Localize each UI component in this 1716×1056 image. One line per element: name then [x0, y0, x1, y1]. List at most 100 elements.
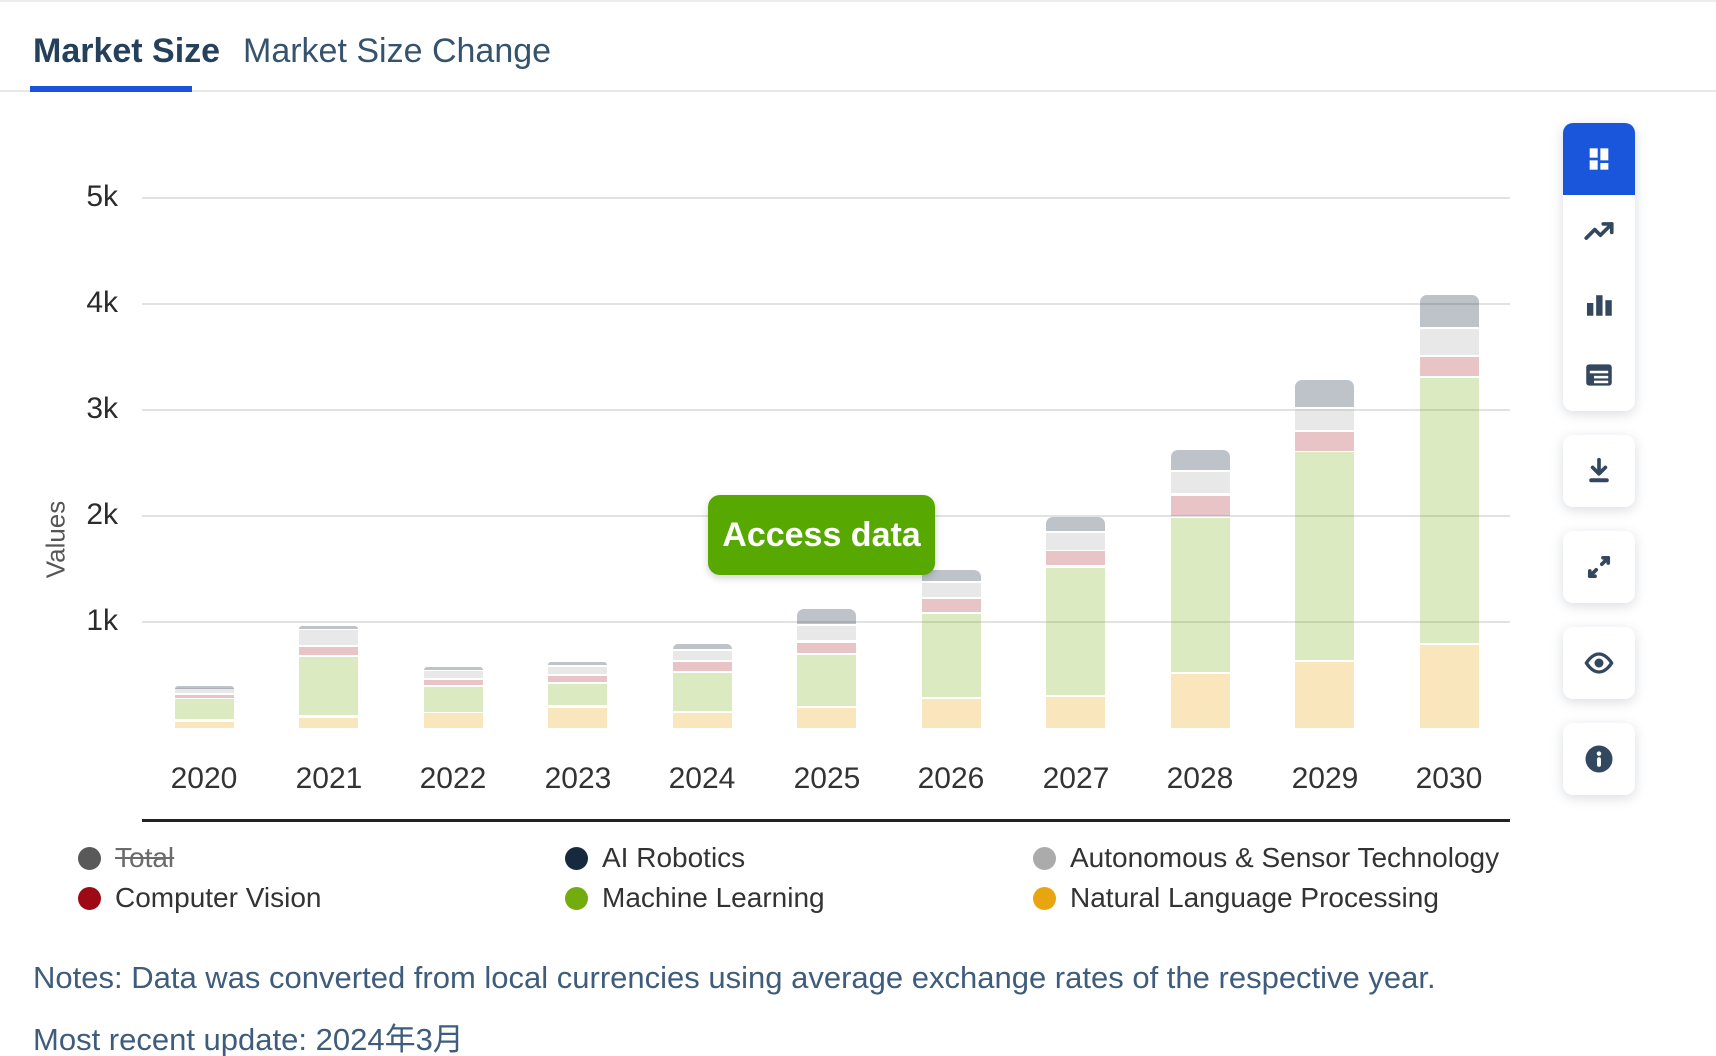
y-tick-label: 5k [86, 180, 118, 213]
legend-item-machine-learning[interactable]: Machine Learning [565, 882, 1033, 914]
bar-segment [797, 609, 856, 624]
info-button[interactable] [1563, 723, 1635, 795]
bar-segment [1046, 533, 1105, 550]
bar-segment [1171, 472, 1230, 493]
y-tick-label: 2k [86, 498, 118, 531]
x-tick-label: 2021 [295, 762, 363, 795]
legend-label: Total [115, 842, 175, 873]
bar-segment [424, 671, 483, 678]
bar-segment [299, 630, 358, 645]
notes-line-1: Notes: Data was converted from local cur… [33, 960, 1436, 995]
legend-item-total[interactable]: Total [78, 842, 565, 874]
bar-segment [673, 651, 732, 660]
legend-item-natural-language-processing[interactable]: Natural Language Processing [1033, 882, 1558, 914]
bar-segment [175, 722, 234, 728]
bar-segment [1171, 496, 1230, 516]
legend-item-ai-robotics[interactable]: AI Robotics [565, 842, 1033, 874]
legend-item-autonomous-sensor-technology[interactable]: Autonomous & Sensor Technology [1033, 842, 1558, 874]
x-tick-label: 2024 [668, 762, 736, 795]
bar-segment [797, 626, 856, 640]
bar-segment [1420, 645, 1479, 728]
bar-segment [548, 667, 607, 674]
bar-segment [673, 662, 732, 671]
overview-grid-icon [1589, 148, 1609, 170]
bar-segment [673, 644, 732, 649]
bar-segment [1046, 517, 1105, 531]
legend-label: Autonomous & Sensor Technology [1070, 842, 1500, 873]
overview-grid-button[interactable] [1563, 123, 1635, 195]
gridline [142, 197, 1510, 199]
gridline [142, 621, 1510, 623]
plot-area: Values 1k 2k 3k 4k 5k 2020 2021 2022 2023 2024 202… [0, 92, 1716, 822]
bar-segment [797, 708, 856, 728]
legend-label: Computer Vision [115, 882, 322, 913]
x-tick-label: 2025 [793, 762, 861, 795]
legend-dot [78, 886, 101, 910]
expand-icon [1587, 555, 1611, 579]
bar-segment [175, 688, 234, 693]
bar-segment [299, 626, 358, 629]
bar-segment [1420, 378, 1479, 643]
bar-segment [548, 676, 607, 682]
bar-segment [1046, 568, 1105, 695]
bar-segment [548, 708, 607, 728]
x-tick-label: 2028 [1166, 762, 1234, 795]
bar-segment [1171, 450, 1230, 470]
bar-chart-button[interactable] [1563, 267, 1635, 339]
gridline [142, 409, 1510, 411]
tab-market-size-change[interactable]: Market Size Change [243, 32, 552, 70]
download-button[interactable] [1563, 435, 1635, 507]
legend-dot [1033, 886, 1056, 910]
bar-segment [1420, 295, 1479, 327]
hide-eye-button[interactable] [1563, 627, 1635, 699]
eye-icon [1584, 652, 1614, 674]
x-tick-label: 2030 [1415, 762, 1483, 795]
legend-label: Machine Learning [602, 882, 825, 913]
gridline [142, 303, 1510, 305]
bar-segment [1420, 357, 1479, 376]
legend-item-computer-vision[interactable]: Computer Vision [78, 882, 565, 914]
notes-line-2: Most recent update: 2024年3月 [33, 1022, 464, 1056]
data-table-button[interactable] [1563, 339, 1635, 411]
bar-segment [1295, 662, 1354, 728]
bar-segment [922, 599, 981, 612]
bar-segment [1295, 380, 1354, 407]
data-table-icon [1586, 364, 1612, 386]
bar-segment [424, 713, 483, 728]
bar-segment [175, 686, 234, 689]
legend-dot [565, 846, 588, 870]
bar-segment [299, 657, 358, 715]
bar-segment [1295, 409, 1354, 430]
bar-segment [1295, 452, 1354, 660]
y-tick-label: 4k [86, 286, 118, 319]
tab-market-size[interactable]: Market Size [33, 32, 221, 70]
tab-bar: Market Size Market Size Change [0, 0, 1716, 92]
bar-chart-icon [1586, 295, 1612, 316]
x-tick-label: 2027 [1042, 762, 1110, 795]
x-tick-label: 2023 [544, 762, 612, 795]
access-data-button[interactable]: Access data [708, 495, 935, 575]
legend-label: AI Robotics [602, 842, 746, 873]
y-tick-label: 1k [86, 604, 118, 637]
bar-segment [922, 570, 981, 581]
expand-button[interactable] [1563, 531, 1635, 603]
bar-segment [1420, 329, 1479, 355]
legend-dot [1033, 846, 1056, 870]
active-tab-underline [30, 86, 192, 92]
x-tick-label: 2029 [1291, 762, 1359, 795]
bar-segment [548, 662, 607, 665]
bar-segment [797, 655, 856, 706]
bar-segment [1295, 432, 1354, 451]
line-chart-button[interactable] [1563, 195, 1635, 267]
x-tick-label: 2022 [419, 762, 487, 795]
bar-segment [299, 718, 358, 728]
bar-segment [424, 687, 483, 712]
bar-segment [299, 647, 358, 655]
bar-segment [922, 699, 981, 728]
bar-segment [673, 713, 732, 728]
line-chart-icon [1584, 222, 1614, 240]
download-icon [1589, 457, 1609, 483]
bar-segment [548, 684, 607, 705]
bar-segment [922, 614, 981, 697]
